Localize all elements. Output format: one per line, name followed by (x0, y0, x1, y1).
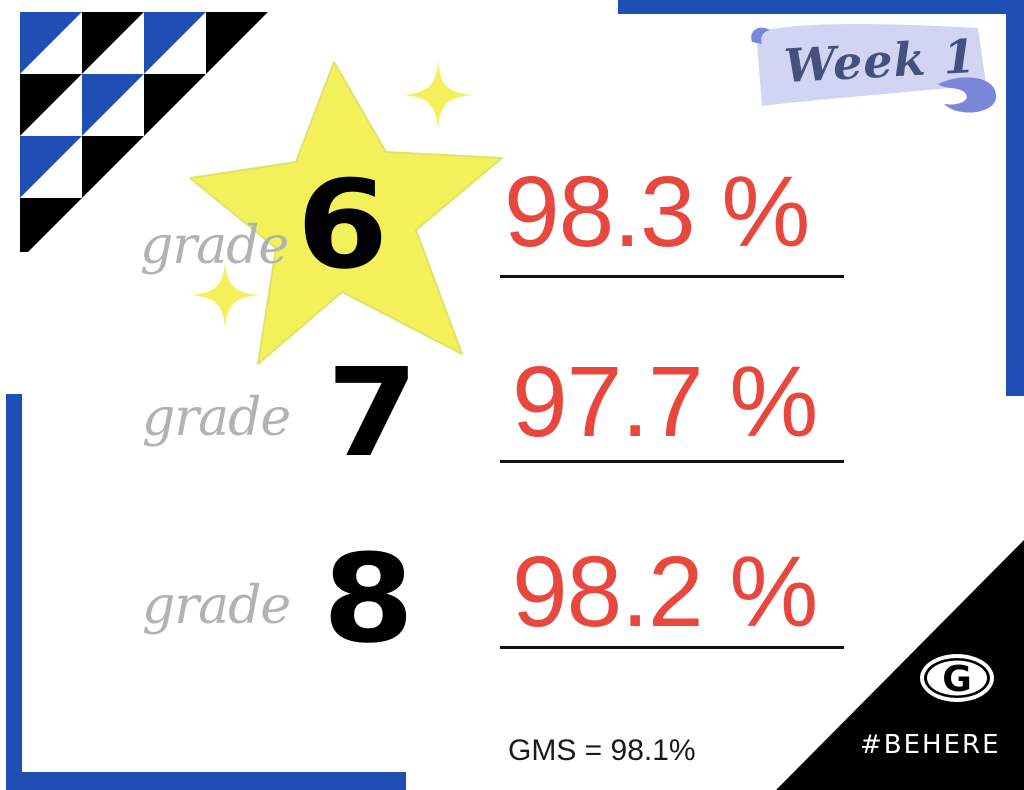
pattern-triangle (144, 74, 206, 136)
grade-6-underline (500, 275, 844, 278)
frame-right (1006, 0, 1024, 396)
grade-6-label: grade (140, 216, 289, 276)
frame-left (6, 394, 22, 790)
g-logo-icon: G (920, 654, 994, 702)
corner-triangle (776, 540, 1024, 790)
pattern-triangle (206, 12, 268, 74)
pattern-triangle (20, 74, 82, 136)
hashtag-label: #BEHERE (860, 730, 1001, 760)
frame-top-right (618, 0, 1024, 14)
pattern-triangle (20, 12, 82, 74)
grade-7-number: 7 (326, 342, 419, 484)
grade-6-percent: 98.3 % (504, 156, 810, 268)
pattern-triangle (20, 136, 82, 198)
grade-7-percent: 97.7 % (512, 346, 818, 458)
grade-6-number: 6 (296, 154, 389, 296)
grade-8-underline (500, 646, 844, 649)
star-icon (190, 61, 503, 365)
sparkle-icon (190, 262, 260, 328)
pattern-triangle (82, 74, 144, 136)
week-label: Week 1 (782, 29, 978, 93)
pattern-triangle (82, 12, 144, 74)
pattern-triangle (144, 12, 206, 74)
pattern-triangle (82, 136, 144, 198)
pattern-triangle (20, 198, 82, 252)
frame-bottom-left (6, 772, 406, 790)
grade-8-number: 8 (322, 528, 415, 670)
grade-8-label: grade (142, 576, 291, 636)
triangle-pattern (20, 12, 268, 252)
logo-letter: G (942, 659, 972, 700)
grade-7-label: grade (142, 388, 291, 448)
grade-8-percent: 98.2 % (512, 536, 818, 648)
grade-7-underline (500, 460, 844, 463)
week-banner (751, 24, 997, 113)
gms-summary: GMS = 98.1% (508, 734, 696, 767)
sparkle-icon (402, 60, 474, 130)
